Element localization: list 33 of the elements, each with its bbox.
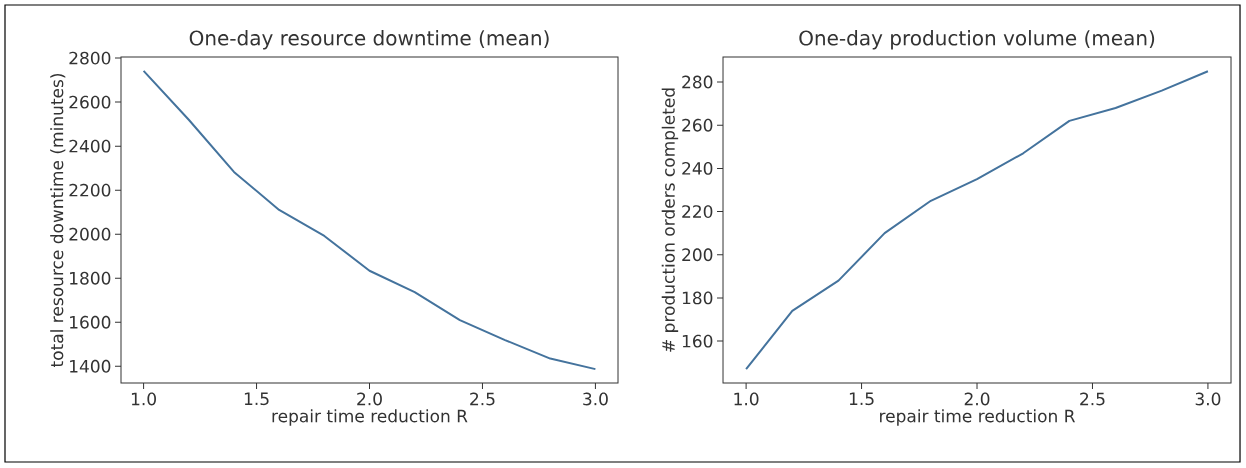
chart-title: One-day production volume (mean) [799,30,1155,50]
y-tick-label: 2000 [69,227,111,241]
y-tick-label: 160 [682,334,713,348]
x-tick-label: 1.5 [244,392,269,406]
x-tick-label: 1.0 [734,392,759,406]
x-tick-label: 2.5 [1080,392,1105,406]
x-tick-label: 2.5 [470,392,495,406]
y-tick-label: 240 [682,161,713,175]
y-tick-label: 2200 [69,183,111,197]
y-tick-label: 1400 [70,359,111,373]
x-tick-label: 3.0 [583,392,608,406]
y-tick-label: 1800 [70,271,111,285]
y-tick-label: 2800 [69,51,111,65]
x-tick-label: 1.5 [849,392,874,406]
y-tick-label: 1600 [70,315,111,329]
y-tick-label: 2400 [69,139,111,153]
chart-title: One-day resource downtime (mean) [189,30,549,50]
x-tick-label: 2.0 [357,392,382,406]
x-tick-label: 1.0 [131,392,156,406]
x-axis-title: repair time reduction R [880,409,1076,426]
y-tick-label: 200 [682,248,713,262]
x-tick-label: 2.0 [964,392,990,406]
y-axis-title: # production orders completed [661,88,679,352]
y-tick-label: 220 [682,205,713,218]
line-series [745,70,1209,371]
x-tick-label: 3.0 [1195,392,1221,406]
y-axis-title: total resource downtime (minutes) [50,73,66,368]
x-axis-title: repair time reduction R [272,409,468,426]
y-tick-label: 180 [682,291,713,305]
y-tick-label: 280 [682,75,713,89]
line-series [142,69,597,371]
y-tick-label: 2600 [69,95,111,109]
y-tick-label: 260 [682,118,713,132]
